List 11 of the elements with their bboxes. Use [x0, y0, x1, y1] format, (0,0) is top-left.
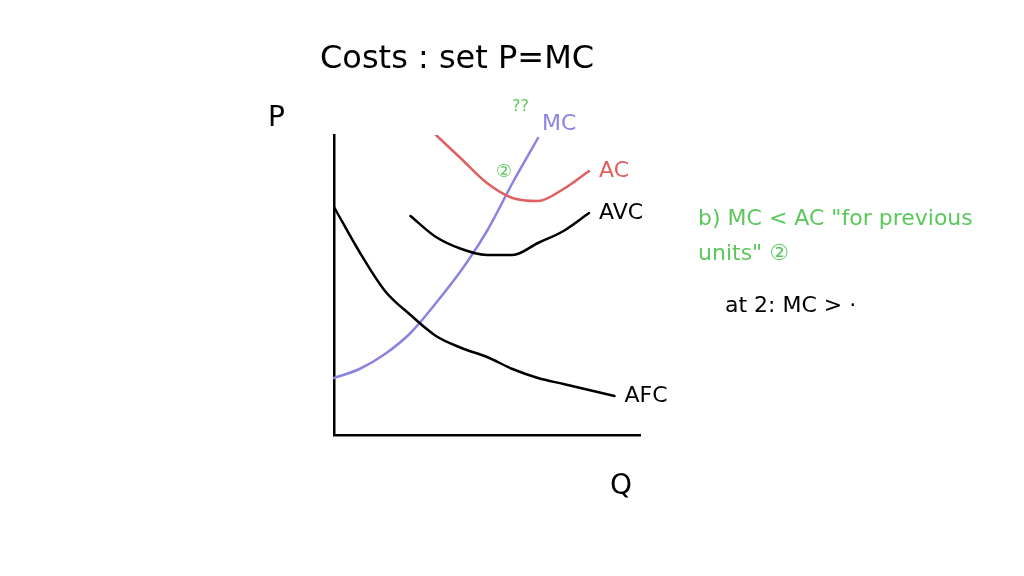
x-axis-title: Q [610, 468, 633, 501]
chart-title: Costs : set P=MC [320, 38, 595, 76]
series-label: AFC [624, 381, 668, 407]
series-label: AC [599, 156, 630, 182]
text: b) MC < AC "for previous units" ② [698, 204, 974, 268]
text: ?? [512, 96, 529, 115]
y-axis-title: P [268, 100, 285, 133]
series-label: MC [542, 109, 577, 135]
text: at 2: MC > · [725, 292, 857, 317]
annotation: ② [496, 160, 513, 181]
series-label: AVC [599, 198, 644, 224]
